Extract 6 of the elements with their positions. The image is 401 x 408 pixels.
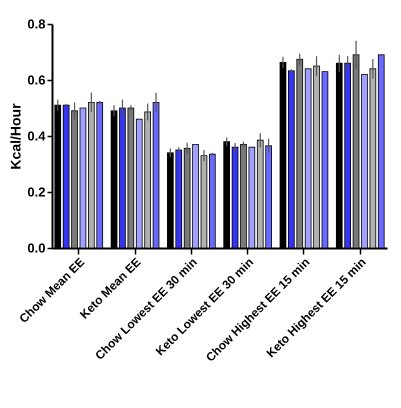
y-tick-label: 0.8 — [27, 16, 46, 32]
y-tick-label: 0.2 — [27, 184, 46, 200]
y-tick-label: 0.6 — [27, 72, 46, 88]
y-tick-label: 0.4 — [27, 128, 46, 144]
y-tick-label: 0.0 — [27, 240, 46, 256]
y-axis-title: Kcal/Hour — [7, 102, 24, 170]
